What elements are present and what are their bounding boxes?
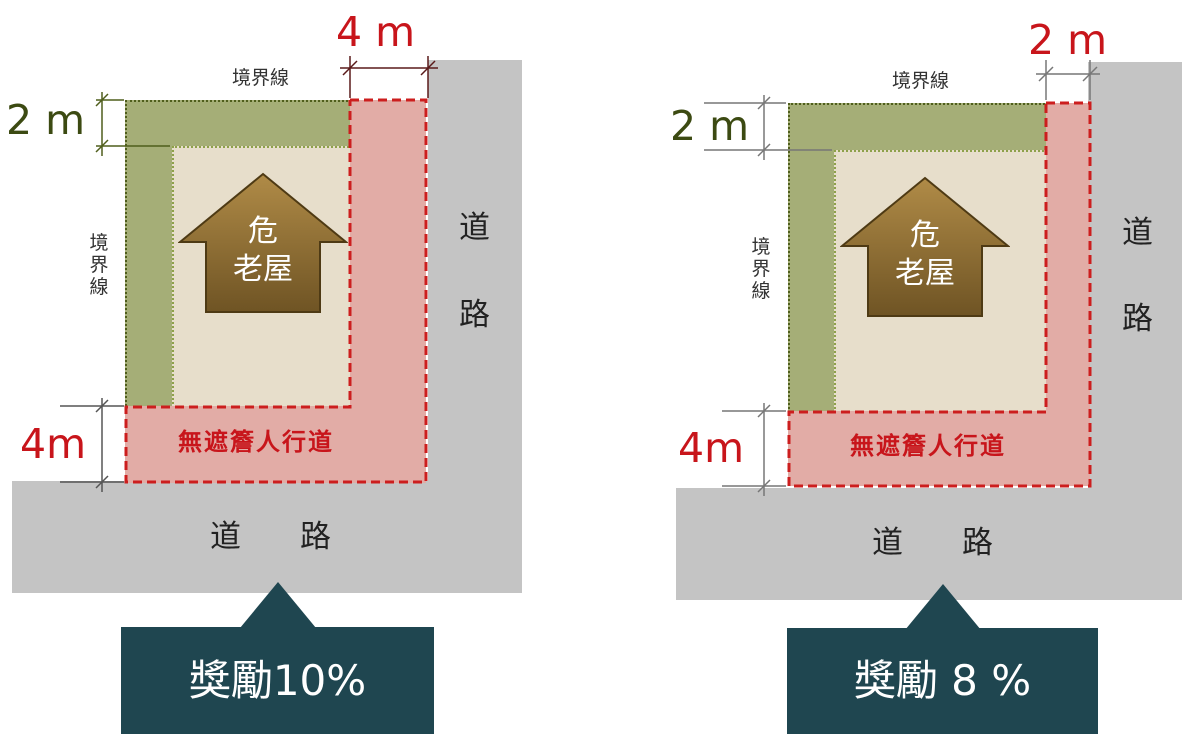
boundary-label-side: 境 界 線 [750,236,772,302]
badge-pointer [240,582,316,628]
bonus-badge [121,627,434,734]
house-icon [178,172,348,313]
bonus-badge-text: 獎勵10% [188,656,367,705]
red-setback-zone-horizontal [125,406,426,483]
walkway-label: 無遮簷人行道 [850,432,1006,460]
house-label-line1: 危 [910,218,940,253]
house-label-line2: 老屋 [233,252,293,287]
walkway-label: 無遮簷人行道 [178,428,334,456]
dimension-lines [704,60,1100,496]
dimension-green-label: 2 m [670,102,750,150]
boundary-side-char-2: 界 [751,258,771,280]
bonus-badge [787,628,1098,734]
boundary-label-top: 境界線 [232,67,290,89]
boundary-side-char-1: 境 [751,236,771,258]
road-horizontal [676,488,1182,600]
house-icon [840,176,1010,317]
dimension-green-label: 2 m [6,96,86,144]
house-label-line1: 危 [248,214,278,249]
road-label-right-1: 道 [459,210,490,246]
boundary-label-top: 境界線 [892,70,950,92]
road-label-bottom-1: 道 [872,525,903,561]
dimension-lines [60,56,438,492]
road-label-bottom-1: 道 [210,519,241,555]
boundary-side-char-3: 線 [89,276,109,298]
road-label-right-2: 路 [459,297,490,333]
dimension-red-label: 4m [678,424,745,472]
road-label-right-2: 路 [1122,301,1153,337]
bonus-badge-text: 獎勵 8 % [853,656,1032,705]
red-setback-zone-horizontal [788,411,1090,486]
road-label-right-1: 道 [1122,215,1153,251]
road-horizontal [12,481,522,593]
dimension-red-label: 4m [20,420,87,468]
boundary-side-char-2: 界 [89,254,109,276]
red-setback-outline [124,98,428,484]
house-label-line2: 老屋 [895,256,955,291]
red-setback-outline [787,101,1092,488]
diagram-panel-left: 危 老屋 無遮簷人行道 道 路 道 路 境界線 境 界 線 4 m 2 m 4m [0,0,560,734]
badge-pointer [905,584,981,630]
diagram-panel-right: 危 老屋 無遮簷人行道 道 路 道 路 境界線 境 界 線 2 m 2 m 4m [660,0,1182,734]
boundary-label-side: 境 界 線 [88,232,110,298]
boundary-side-char-3: 線 [751,280,771,302]
house-label: 危 老屋 [208,213,318,289]
boundary-side-char-1: 境 [89,232,109,254]
dimension-top-label: 2 m [1028,16,1108,64]
house-label: 危 老屋 [870,217,980,293]
road-label-bottom-2: 路 [962,525,993,561]
dimension-top-label: 4 m [336,8,416,56]
road-label-bottom-2: 路 [300,519,331,555]
